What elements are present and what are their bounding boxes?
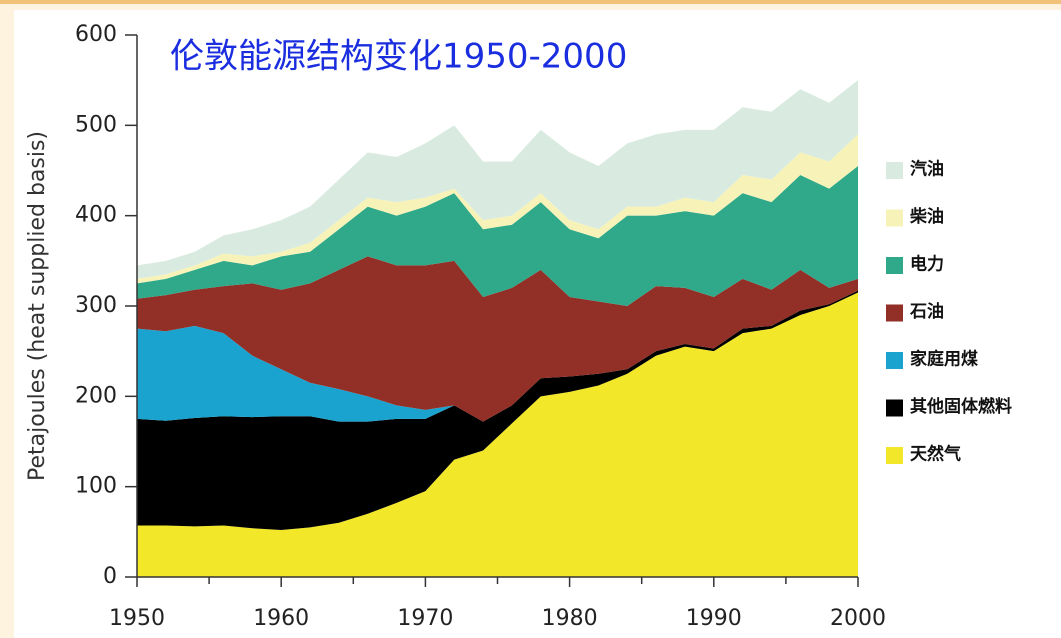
legend-swatch bbox=[886, 209, 903, 227]
area bbox=[137, 134, 858, 284]
area bbox=[137, 165, 858, 306]
x-tick-label: 1980 bbox=[542, 606, 598, 631]
y-tick-label: 300 bbox=[75, 293, 117, 318]
x-tick-label: 2000 bbox=[830, 606, 886, 631]
legend-label: 天然气 bbox=[910, 444, 961, 465]
area bbox=[137, 290, 858, 422]
legend-swatch bbox=[886, 399, 903, 417]
legend-swatch bbox=[886, 352, 903, 369]
y-tick-label: 200 bbox=[75, 383, 117, 408]
chart-title: 伦敦能源结构变化1950-2000 bbox=[170, 37, 627, 77]
y-tick-label: 600 bbox=[75, 22, 117, 47]
y-tick-label: 400 bbox=[75, 203, 117, 228]
area bbox=[137, 256, 858, 422]
y-axis-label: Petajoules (heat supplied basis) bbox=[25, 131, 50, 481]
area bbox=[137, 290, 858, 531]
area bbox=[137, 292, 858, 577]
x-tick-label: 1950 bbox=[109, 606, 165, 631]
y-tick-label: 0 bbox=[103, 564, 117, 589]
legend-label: 石油 bbox=[909, 301, 944, 322]
legend-label: 柴油 bbox=[909, 206, 944, 227]
x-tick-label: 1970 bbox=[397, 606, 453, 631]
legend-label: 家庭用煤 bbox=[910, 349, 978, 370]
y-tick-label: 100 bbox=[75, 474, 117, 499]
x-tick-label: 1990 bbox=[686, 606, 742, 631]
legend-swatch bbox=[886, 304, 903, 322]
legend-label: 其他固体燃料 bbox=[910, 396, 1012, 417]
y-tick-label: 500 bbox=[75, 112, 117, 137]
top-border bbox=[0, 0, 1061, 4]
legend-label: 汽油 bbox=[910, 159, 944, 180]
legend-swatch bbox=[886, 162, 903, 179]
legend-label: 电力 bbox=[910, 254, 944, 275]
area bbox=[137, 80, 858, 279]
plot bbox=[137, 80, 858, 577]
legend-swatch bbox=[886, 257, 903, 274]
legend-swatch bbox=[886, 447, 903, 464]
x-tick-label: 1960 bbox=[253, 606, 309, 631]
